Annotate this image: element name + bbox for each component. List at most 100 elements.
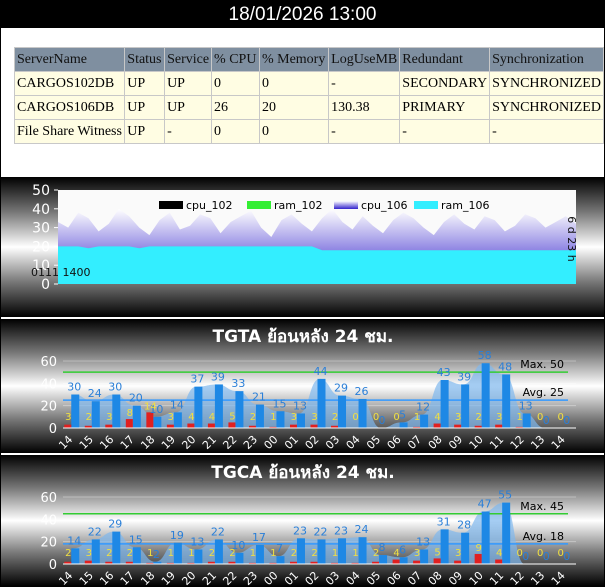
data-label: 0: [352, 412, 358, 423]
y-tick-label: 40: [40, 513, 57, 528]
data-label: 1: [147, 548, 153, 559]
chart-title: TGCA ย้อนหลัง 24 ชม.: [211, 463, 395, 483]
bar: [91, 401, 100, 428]
legend-swatch: [247, 201, 271, 209]
bar: [502, 502, 511, 564]
series-area: [58, 246, 576, 284]
x-tick-label: 20: [179, 433, 198, 452]
legend-swatch: [414, 201, 438, 209]
x-tick-label: 07: [405, 569, 424, 586]
x-tick-label: 10: [467, 569, 486, 586]
bar: [351, 562, 359, 564]
bar: [495, 424, 503, 428]
x-tick-label: 09: [446, 433, 465, 452]
x-tick-label: 23: [241, 569, 260, 586]
bar: [502, 374, 511, 428]
x-tick-label: 11: [487, 433, 506, 452]
data-label: 22: [314, 525, 328, 538]
data-label: 14: [144, 401, 157, 412]
legend-label: cpu_102: [186, 199, 233, 212]
y-tick-label: 50: [32, 183, 50, 199]
data-label: 0: [393, 412, 399, 423]
bar: [289, 561, 297, 564]
bar: [399, 422, 408, 428]
bar: [358, 398, 367, 428]
bar: [166, 424, 174, 428]
table-cell: File Share Witness: [13, 119, 126, 144]
x-tick-label: 07: [405, 433, 424, 452]
table-cell: UP: [124, 119, 166, 144]
bar: [173, 412, 182, 428]
x-tick-label: 02: [303, 433, 322, 452]
x-tick-label: 10: [467, 433, 486, 452]
x-tick-label: 01: [282, 569, 301, 586]
data-label: 15: [272, 397, 286, 410]
x-tick-label: 18: [138, 569, 157, 586]
table-cell: 20: [258, 95, 330, 120]
x-tick-label: 05: [364, 569, 383, 586]
bar: [296, 413, 305, 428]
data-label: 0: [558, 412, 564, 423]
data-label: 2: [65, 548, 71, 559]
table-cell: SECONDARY: [399, 71, 491, 96]
bar: [413, 426, 421, 428]
data-label: 21: [252, 391, 266, 404]
data-label: 10: [231, 539, 245, 552]
bar: [71, 548, 80, 564]
x-tick-label: 05: [364, 433, 383, 452]
x-tick-label: 09: [446, 569, 465, 586]
data-label: 24: [355, 523, 369, 536]
bar: [440, 379, 449, 428]
x-tick-label: 14: [549, 433, 568, 452]
data-label: 3: [291, 412, 297, 423]
header-title: 18/01/2026 13:00: [1, 1, 604, 28]
x-tick-label: 17: [118, 433, 137, 452]
bar: [433, 423, 441, 428]
bar: [420, 549, 429, 564]
data-label: 9: [475, 543, 481, 554]
bar: [338, 538, 347, 564]
data-label: 23: [334, 524, 348, 537]
table-cell: -: [164, 119, 213, 144]
data-label: 4: [496, 548, 502, 559]
bar: [132, 405, 141, 428]
bar: [338, 395, 347, 428]
x-tick-label: 14: [56, 433, 75, 452]
bar: [399, 557, 408, 564]
table-cell: 0: [258, 119, 330, 144]
bar: [296, 538, 305, 564]
data-label: 13: [416, 535, 430, 548]
data-label: 22: [88, 525, 102, 538]
data-label: 22: [211, 525, 225, 538]
x-tick-label: 16: [97, 433, 116, 452]
bar: [481, 363, 490, 428]
legend-swatch: [334, 201, 358, 209]
bar: [207, 423, 215, 428]
data-label: 0: [543, 414, 550, 427]
x-tick-label: 01: [282, 433, 301, 452]
x-tick-label: 15: [77, 433, 96, 452]
x-tick-label: 23: [241, 433, 260, 452]
table-cell: LogUseMB: [328, 47, 401, 72]
y-tick-label: 40: [32, 202, 50, 218]
x-tick-label: 12: [508, 433, 527, 452]
y-tick-label: 0: [41, 277, 50, 293]
data-label: 2: [106, 548, 112, 559]
x-tick-label: 14: [549, 569, 568, 586]
x-tick-label: 00: [261, 433, 280, 452]
data-label: 4: [188, 412, 194, 423]
bar: [255, 404, 264, 428]
bar: [255, 545, 264, 564]
data-label: 23: [293, 524, 307, 537]
x-tick-label: 08: [426, 433, 445, 452]
table-cell: % CPU: [211, 47, 260, 72]
data-label: 44: [314, 365, 328, 378]
data-label: 19: [170, 529, 184, 542]
data-label: 30: [108, 381, 122, 394]
data-label: 31: [437, 515, 451, 528]
data-label: 29: [108, 518, 122, 531]
y-tick-label: 10: [32, 258, 50, 274]
data-label: 3: [65, 412, 71, 423]
data-label: 13: [190, 535, 204, 548]
